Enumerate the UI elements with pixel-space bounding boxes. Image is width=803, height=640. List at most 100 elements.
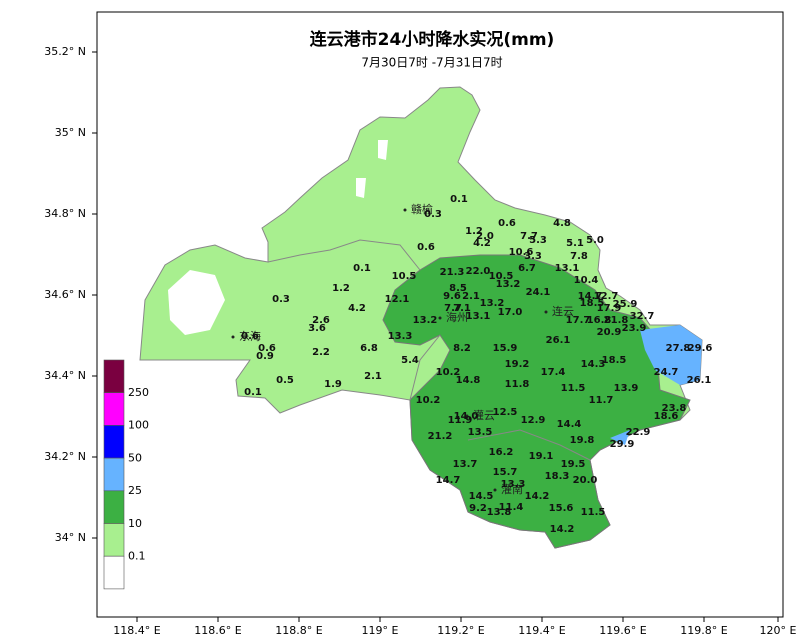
station-value: 13.8 — [487, 507, 512, 518]
legend-swatch — [103, 425, 125, 459]
city-dot — [493, 488, 497, 492]
station-value: 26.1 — [687, 375, 712, 386]
region-none — [378, 140, 388, 160]
y-tick-label: 34° N — [55, 531, 86, 544]
station-value: 17.0 — [498, 307, 523, 318]
station-value: 11.8 — [505, 379, 530, 390]
station-value: 12.7 — [594, 291, 619, 302]
station-value: 13.1 — [555, 263, 580, 274]
station-value: 5.0 — [586, 235, 604, 246]
y-tick-label: 34.2° N — [44, 450, 86, 463]
station-value: 9.2 — [469, 503, 487, 514]
station-value: 13.1 — [466, 311, 491, 322]
station-value: 2.1 — [364, 371, 382, 382]
station-value: 21.8 — [604, 315, 629, 326]
station-value: 15.6 — [549, 503, 574, 514]
station-value: 5.4 — [401, 355, 419, 366]
station-value: 14.0 — [454, 411, 479, 422]
station-value: 6.7 — [518, 263, 536, 274]
legend-label: 100 — [128, 419, 149, 432]
station-value: 24.1 — [526, 287, 551, 298]
station-value: 22.9 — [626, 427, 651, 438]
legend-swatch — [103, 555, 125, 590]
station-value: 11.9 — [448, 415, 473, 426]
station-value: 13.2 — [480, 298, 505, 309]
station-value: 6.8 — [360, 343, 378, 354]
station-value: 10.4 — [574, 275, 599, 286]
station-value: 7.7 — [520, 231, 538, 242]
station-value: 0.6 — [417, 242, 435, 253]
city-dot — [438, 316, 442, 320]
city-dot — [465, 414, 469, 418]
station-value: 0.5 — [276, 375, 294, 386]
station-value: 32.7 — [630, 311, 655, 322]
station-value: 10.5 — [392, 271, 417, 282]
station-value: 15.9 — [493, 343, 518, 354]
station-value: 23.9 — [622, 323, 647, 334]
station-value: 19.5 — [561, 459, 586, 470]
station-value: 23.8 — [662, 403, 687, 414]
city-name: 灌南 — [501, 483, 523, 496]
city-dot — [544, 310, 548, 314]
station-value: 13.2 — [496, 279, 521, 290]
region-none — [168, 270, 225, 335]
district-border — [409, 334, 441, 401]
station-value: 29.9 — [610, 439, 635, 450]
legend-label: 10 — [128, 517, 142, 530]
station-value: 11.5 — [581, 507, 606, 518]
station-value: 10.2 — [436, 367, 461, 378]
station-value: 25.9 — [613, 299, 638, 310]
city-name: 灌云 — [473, 409, 495, 422]
station-value: 29.6 — [688, 343, 713, 354]
region-heavy — [640, 325, 702, 385]
station-value: 14.8 — [456, 375, 481, 386]
station-value: 2.2 — [312, 347, 330, 358]
station-value: 4.2 — [473, 238, 491, 249]
station-value: 1.9 — [324, 379, 342, 390]
station-value: 1.2 — [465, 226, 483, 237]
station-value: 4.2 — [348, 303, 366, 314]
station-value: 19.8 — [570, 435, 595, 446]
x-tick-label: 119.6° E — [599, 624, 646, 637]
station-value: 17.4 — [541, 367, 566, 378]
station-value: 14.2 — [550, 524, 575, 535]
station-value: 16.8 — [587, 315, 612, 326]
station-value: 1.2 — [332, 283, 350, 294]
station-value: 0.1 — [353, 263, 371, 274]
station-value: 11.7 — [589, 395, 614, 406]
station-value: 21.2 — [428, 431, 453, 442]
station-value: 14.7 — [436, 475, 461, 486]
station-value: 0.6 — [258, 343, 276, 354]
station-value: 0.9 — [256, 351, 274, 362]
station-value: 2.6 — [312, 315, 330, 326]
station-value: 14.5 — [469, 491, 494, 502]
district-border — [467, 429, 591, 461]
station-value: 22.0 — [466, 266, 491, 277]
station-value: 3.6 — [308, 323, 326, 334]
station-value: 5.3 — [529, 235, 547, 246]
x-tick-label: 119.2° E — [437, 624, 484, 637]
legend-label: 25 — [128, 484, 142, 497]
legend-swatch — [103, 457, 125, 492]
y-tick-label: 35° N — [55, 126, 86, 139]
legend: 250 100 50 25 10 0.1 — [103, 359, 149, 590]
legend-swatch — [103, 490, 125, 524]
station-value: 5.1 — [566, 238, 584, 249]
legend-label: 0.1 — [128, 550, 146, 563]
district-border — [267, 239, 421, 271]
station-value: 17.9 — [597, 303, 622, 314]
station-value: 10.2 — [416, 395, 441, 406]
x-tick-label: 118.6° E — [194, 624, 241, 637]
station-value: 19.2 — [505, 359, 530, 370]
station-value: 12.9 — [521, 415, 546, 426]
station-value: 18.5 — [602, 355, 627, 366]
station-value: 20.9 — [597, 327, 622, 338]
station-value: 11.5 — [561, 383, 586, 394]
station-value: 8.2 — [453, 343, 471, 354]
station-value: 7.7 — [444, 303, 462, 314]
station-value: 18.3 — [545, 471, 570, 482]
station-value: 19.1 — [529, 451, 554, 462]
legend-label: 250 — [128, 386, 149, 399]
